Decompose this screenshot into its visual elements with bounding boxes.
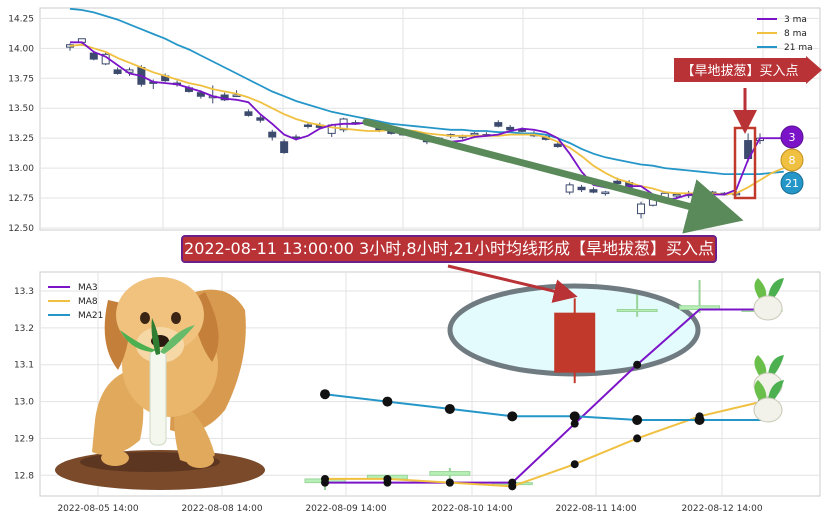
top-y-tick-label: 13.25: [8, 134, 34, 144]
bottom-y-tick-label: 12.8: [14, 471, 34, 481]
top-candle-body: [196, 92, 205, 97]
dog-illustration: [55, 277, 265, 490]
top-candle-body: [268, 131, 277, 138]
top-candle-body: [565, 184, 574, 193]
bottom-y-tick-label: 12.9: [14, 434, 34, 444]
top-candle-body: [113, 69, 122, 74]
top-candle-body: [672, 193, 681, 197]
bottom-candle-body: [429, 471, 471, 476]
top-candle-body: [89, 52, 98, 60]
top-candle-body: [470, 132, 479, 136]
bottom-x-tick-label: 2022-08-09 14:00: [305, 504, 386, 514]
bottom-ma8-point: [570, 460, 579, 469]
top-candle-body: [280, 141, 289, 154]
signal-label: 【旱地拔葱】买入点: [681, 64, 798, 79]
top-candle-body: [244, 111, 253, 116]
top-legend: 3 ma 8 ma 21 ma: [757, 15, 813, 53]
top-candle-body: [613, 180, 622, 185]
bottom-ma8-point: [321, 474, 329, 483]
bottom-ma21-point: [382, 396, 393, 407]
bottom-ma21-point: [632, 415, 643, 425]
top-candle-body: [553, 143, 562, 148]
top-candle-body: [494, 122, 503, 127]
top-plot-area: [39, 7, 821, 231]
top-y-tick-label: 14.25: [8, 14, 34, 24]
ma21-badge-label: 21: [785, 177, 799, 190]
top-candle-body: [506, 126, 515, 131]
top-y-tick-label: 14.00: [8, 44, 34, 54]
bottom-y-ticks: 13.3 13.2 13.1 13.0 12.9 12.8: [14, 287, 34, 481]
top-ma21-line: [69, 7, 784, 176]
signal-callout-banner: 2022-08-11 13:00:00 3小时,8小时,21小时均线形成【旱地拔…: [181, 235, 717, 263]
top-y-tick-label: 12.75: [8, 194, 34, 204]
bottom-ma21-line: [324, 393, 762, 421]
top-legend-ma21: 21 ma: [784, 43, 813, 53]
top-legend-ma8: 8 ma: [784, 29, 807, 39]
bottom-x-tick-label: 2022-08-05 14:00: [57, 504, 138, 514]
top-y-tick-label: 13.00: [8, 164, 34, 174]
bottom-y-tick-label: 13.1: [14, 361, 34, 371]
top-y-tick-label: 13.75: [8, 74, 34, 84]
bottom-ma21-point: [569, 411, 580, 422]
top-candle-body: [577, 186, 586, 191]
bottom-ma3-line: [325, 308, 762, 484]
bottom-ma21-point: [320, 389, 330, 400]
top-y-tick-label: 12.50: [8, 224, 34, 234]
ma8-badge: [780, 148, 804, 172]
bottom-legend-ma3: MA3: [78, 283, 98, 293]
bottom-ma21-point: [444, 403, 455, 414]
bottom-ma8-point: [383, 474, 392, 483]
ma3-badge-label: 3: [789, 131, 796, 144]
bottom-ma3-point: [570, 419, 579, 428]
bottom-candle-body: [616, 308, 658, 312]
bottom-x-ticks: 2022-08-05 14:00 2022-08-08 14:00 2022-08-…: [57, 504, 762, 514]
top-y-ticks: 14.25 14.00 13.75 13.50 13.25 13.00 12.75 12.50: [8, 14, 34, 234]
bottom-ma3-point: [633, 360, 642, 369]
bottom-legend-ma21: MA21: [78, 311, 103, 321]
top-ma8-line: [69, 43, 785, 196]
ma21-badge: [780, 171, 804, 195]
ma3-badge: [780, 125, 804, 149]
bottom-legend: MA3 MA8 MA21: [48, 283, 103, 321]
bottom-ma8-point: [445, 478, 454, 487]
onion-icon-ma21: [753, 380, 784, 423]
bottom-y-tick-label: 13.3: [14, 287, 34, 297]
top-candle-body: [303, 124, 312, 127]
bottom-candle-body: [554, 312, 596, 373]
bottom-y-tick-label: 13.2: [14, 324, 34, 334]
bottom-ma8-point: [508, 482, 517, 491]
bottom-ma8-point: [633, 434, 642, 443]
bottom-y-tick-label: 13.0: [14, 398, 34, 408]
ma8-badge-label: 8: [789, 154, 796, 167]
bottom-ma21-point: [507, 411, 518, 422]
top-legend-ma3: 3 ma: [784, 15, 807, 25]
trend-arrow: [362, 118, 744, 234]
signal-label-arrow: [674, 56, 822, 84]
bottom-x-tick-label: 2022-08-11 14:00: [555, 504, 636, 514]
top-candle-body: [589, 189, 598, 193]
bottom-ma-lines: [320, 308, 766, 491]
leek-stalk: [149, 349, 167, 446]
top-candle-body: [637, 203, 646, 215]
top-y-tick-label: 13.50: [8, 104, 34, 114]
bottom-x-tick-label: 2022-08-08 14:00: [181, 504, 262, 514]
zoom-pointer-arrow: [447, 264, 578, 303]
onion-icon-ma3: [753, 278, 784, 321]
bottom-x-tick-label: 2022-08-10 14:00: [431, 504, 512, 514]
top-candle-body: [601, 191, 610, 195]
bottom-ma21-point: [694, 415, 705, 425]
bottom-x-tick-label: 2022-08-12 14:00: [681, 504, 762, 514]
bottom-legend-ma8: MA8: [78, 297, 98, 307]
top-candle-body: [518, 129, 527, 132]
top-candle-body: [256, 117, 265, 121]
